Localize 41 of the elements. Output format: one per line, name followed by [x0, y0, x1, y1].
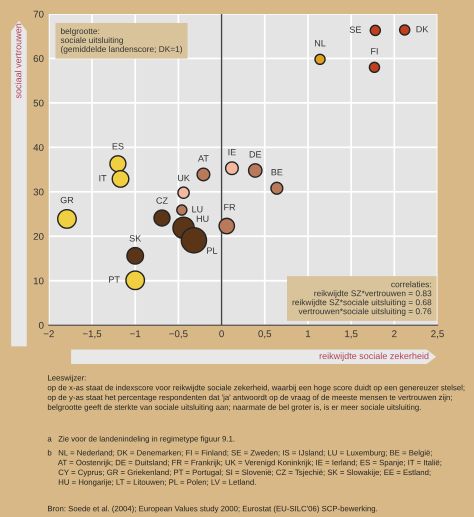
series-label: AT	[198, 155, 209, 162]
x-tick-label: 1	[306, 330, 310, 338]
series-label: PL	[207, 248, 218, 254]
series-label: UK	[178, 174, 190, 182]
x-tick-label: 0	[219, 330, 224, 338]
y-tick-label: 10	[34, 277, 44, 284]
series-label: IE	[228, 149, 236, 156]
y-axis-title: sociaal vertrouwen	[14, 24, 22, 98]
series-label: LU	[192, 206, 202, 212]
y-tick-label: 0	[38, 322, 44, 329]
series-label: FI	[371, 48, 378, 54]
x-tick-label: 0,5	[258, 330, 272, 338]
series-label: DE	[250, 151, 262, 158]
y-tick-label: 70	[34, 10, 44, 18]
x-tick-label: −1,5	[82, 330, 102, 338]
series-label: GR	[60, 196, 74, 204]
annotation: belgrootte: sociale uitsluiting (gemiddelde landenscore; DK=1)	[60, 28, 182, 54]
x-tick-label: 2,5	[431, 330, 444, 338]
series-label: HU	[196, 216, 208, 222]
series-label: SE	[350, 26, 362, 33]
series-label: BE	[272, 169, 282, 176]
series-label: IT	[99, 175, 106, 182]
series-label: FR	[224, 204, 236, 210]
x-tick-label: 2	[392, 330, 397, 338]
y-tick-label: 40	[33, 144, 44, 151]
series-label: CZ	[156, 197, 168, 204]
annotation: correlaties: reikwijdte SZ*vertrouwen = 0.83 reikwijdte SZ*sociale uitsluiting = 0.68 vertrouwen*sociale uitsluiting = 0.76	[292, 281, 432, 316]
series-label: DK	[416, 26, 428, 32]
series-label: PT	[109, 276, 120, 283]
x-tick-label: −0,5	[169, 330, 188, 338]
y-tick-label: 20	[34, 233, 44, 240]
y-tick-label: 60	[34, 55, 44, 62]
x-tick-label: −1	[130, 330, 140, 338]
y-tick-label: 50	[34, 100, 44, 106]
series-label: ES	[112, 143, 124, 150]
x-tick-label: 1,5	[345, 330, 358, 338]
x-axis-title: reikwijdte sociale zekerheid	[320, 352, 428, 361]
series-label: NL	[315, 40, 326, 46]
y-tick-label: 30	[34, 188, 44, 196]
x-tick-label: −2	[44, 330, 54, 338]
series-label: SK	[130, 235, 142, 242]
